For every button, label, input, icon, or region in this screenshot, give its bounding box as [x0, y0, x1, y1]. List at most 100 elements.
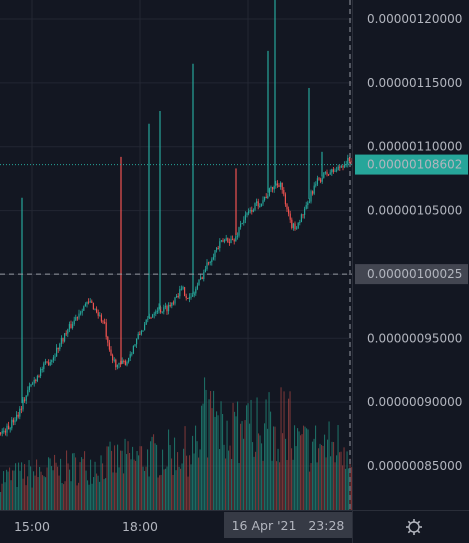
volume-bar [70, 481, 72, 510]
candle-body [257, 201, 259, 207]
candle-body [24, 399, 26, 401]
candle-body [320, 179, 322, 182]
volume-bar [24, 464, 26, 510]
candle-body [171, 302, 173, 307]
candle-body [230, 238, 232, 244]
volume-bar [271, 460, 273, 510]
candle-body [62, 338, 64, 342]
candle-body [126, 361, 128, 366]
candle-body [193, 293, 195, 296]
volume-bar [97, 475, 99, 510]
volume-bar [30, 466, 32, 510]
volume-bar [325, 457, 327, 510]
candle-body [179, 289, 181, 297]
volume-bar [186, 455, 188, 510]
time-axis[interactable]: 15:00 18:00 [14, 519, 158, 534]
candle-body [273, 186, 275, 190]
candle-body [115, 359, 117, 368]
volume-bar [33, 471, 35, 510]
candle-body [292, 223, 294, 228]
volume-bar [211, 408, 213, 510]
price-tick-label: 0.00000105000 [367, 204, 462, 218]
volume-bar [19, 470, 21, 510]
volume-bar [42, 475, 44, 510]
candle-body [224, 239, 226, 242]
candle-body [233, 239, 235, 242]
volume-bar [61, 483, 63, 510]
volume-bar [145, 466, 147, 510]
candle-body [0, 432, 2, 434]
volume-bar [37, 477, 39, 510]
candle-body [158, 306, 160, 311]
candle-body [310, 191, 312, 202]
price-axis[interactable]: 0.00000120000 0.00000115000 0.00000110000 0… [367, 12, 462, 473]
volume-bar [192, 435, 194, 510]
time-tick-label: 18:00 [122, 519, 158, 534]
volume-bar [10, 480, 12, 510]
volume-bar [232, 402, 234, 510]
candle-body [342, 166, 344, 168]
volume-bar [112, 472, 114, 510]
candle-body [168, 305, 170, 312]
candle-body [147, 318, 149, 320]
volume-bar [268, 392, 270, 510]
candle-body [324, 172, 326, 174]
volume-bar [160, 474, 162, 510]
volume-bar [55, 462, 57, 510]
candle-body [32, 383, 34, 385]
volume-bar [9, 467, 11, 510]
candle-body [196, 285, 198, 289]
candle-body [100, 315, 102, 322]
candle-body [75, 317, 77, 321]
price-tick-label: 0.00000085000 [367, 459, 462, 473]
volume-bar [88, 484, 90, 510]
volume-bar [327, 439, 329, 510]
volume-bar [180, 468, 182, 510]
volume-bar [348, 468, 350, 510]
volume-bar [163, 469, 165, 510]
volume-bar [267, 428, 269, 510]
candle-body [300, 214, 302, 223]
candle-body [164, 306, 166, 308]
volume-bar [129, 452, 131, 510]
volume-bar [118, 467, 120, 510]
candle-body [148, 317, 150, 319]
candle-body [123, 360, 125, 362]
volume-bar [333, 442, 335, 510]
volume-bar [136, 450, 138, 510]
candle-body [280, 182, 282, 187]
candle-body [11, 419, 13, 429]
volume-bar [205, 389, 207, 510]
candle-body [238, 227, 240, 236]
volume-bar [111, 450, 113, 510]
candle-body [275, 183, 277, 187]
candle-body [321, 177, 323, 182]
candle-body [36, 375, 38, 382]
volume-bar [208, 399, 210, 510]
volume-bar [193, 453, 195, 510]
volume-bar [256, 397, 258, 510]
candle-body [65, 333, 67, 335]
volume-bar [258, 433, 260, 510]
volume-bar [51, 466, 53, 510]
candle-body [142, 330, 144, 332]
volume-bar [135, 460, 137, 510]
candle-body [268, 188, 270, 196]
volume-bar [63, 484, 65, 510]
volume-bar [289, 391, 291, 510]
candle-body [113, 359, 115, 361]
candle-body [260, 203, 262, 206]
gear-ring [408, 521, 420, 533]
candle-body [328, 174, 330, 176]
volume-bar [72, 453, 74, 510]
gear-icon[interactable] [406, 519, 422, 535]
candle-body [278, 185, 280, 187]
candle-body [276, 183, 278, 186]
candle-body [272, 187, 274, 190]
candle-body [67, 329, 69, 334]
candle-body [156, 310, 158, 312]
volume-bar [262, 460, 264, 510]
volume-bar [46, 467, 48, 510]
